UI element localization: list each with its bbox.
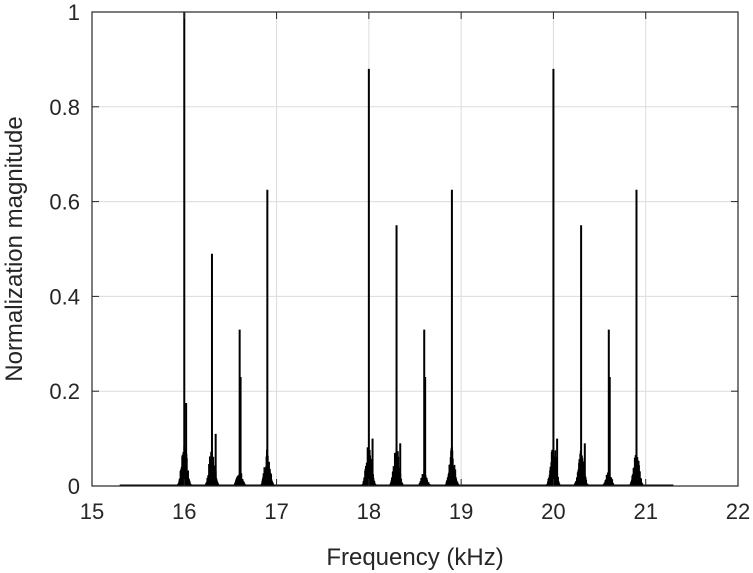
- x-tick-label: 16: [172, 499, 196, 524]
- y-tick-label: 0.8: [49, 95, 80, 120]
- y-tick-label: 0: [68, 474, 80, 499]
- plot-frame: [91, 11, 739, 487]
- spectrum-series: [119, 12, 674, 486]
- x-tick-label: 18: [357, 499, 381, 524]
- y-tick-label: 0.6: [49, 190, 80, 215]
- y-tick-label: 0.2: [49, 379, 80, 404]
- x-tick-label: 22: [726, 499, 750, 524]
- x-axis-label: Frequency (kHz): [326, 544, 503, 571]
- x-tick-label: 21: [633, 499, 657, 524]
- y-tick-label: 0.4: [49, 284, 80, 309]
- sidelobe-cluster: [388, 447, 405, 486]
- plot-background: [92, 12, 738, 486]
- x-tick-label: 19: [449, 499, 473, 524]
- y-tick-label: 1: [68, 0, 80, 25]
- x-tick-label: 17: [264, 499, 288, 524]
- x-tick-label: 15: [80, 499, 104, 524]
- tick-marks: [91, 11, 739, 487]
- y-axis-label: Normalization magnitude: [1, 116, 28, 381]
- tick-labels: 15 16 17 18 19 20 21 22 0 0.2 0.4 0.6 0.8 1: [49, 0, 750, 524]
- x-tick-label: 20: [541, 499, 565, 524]
